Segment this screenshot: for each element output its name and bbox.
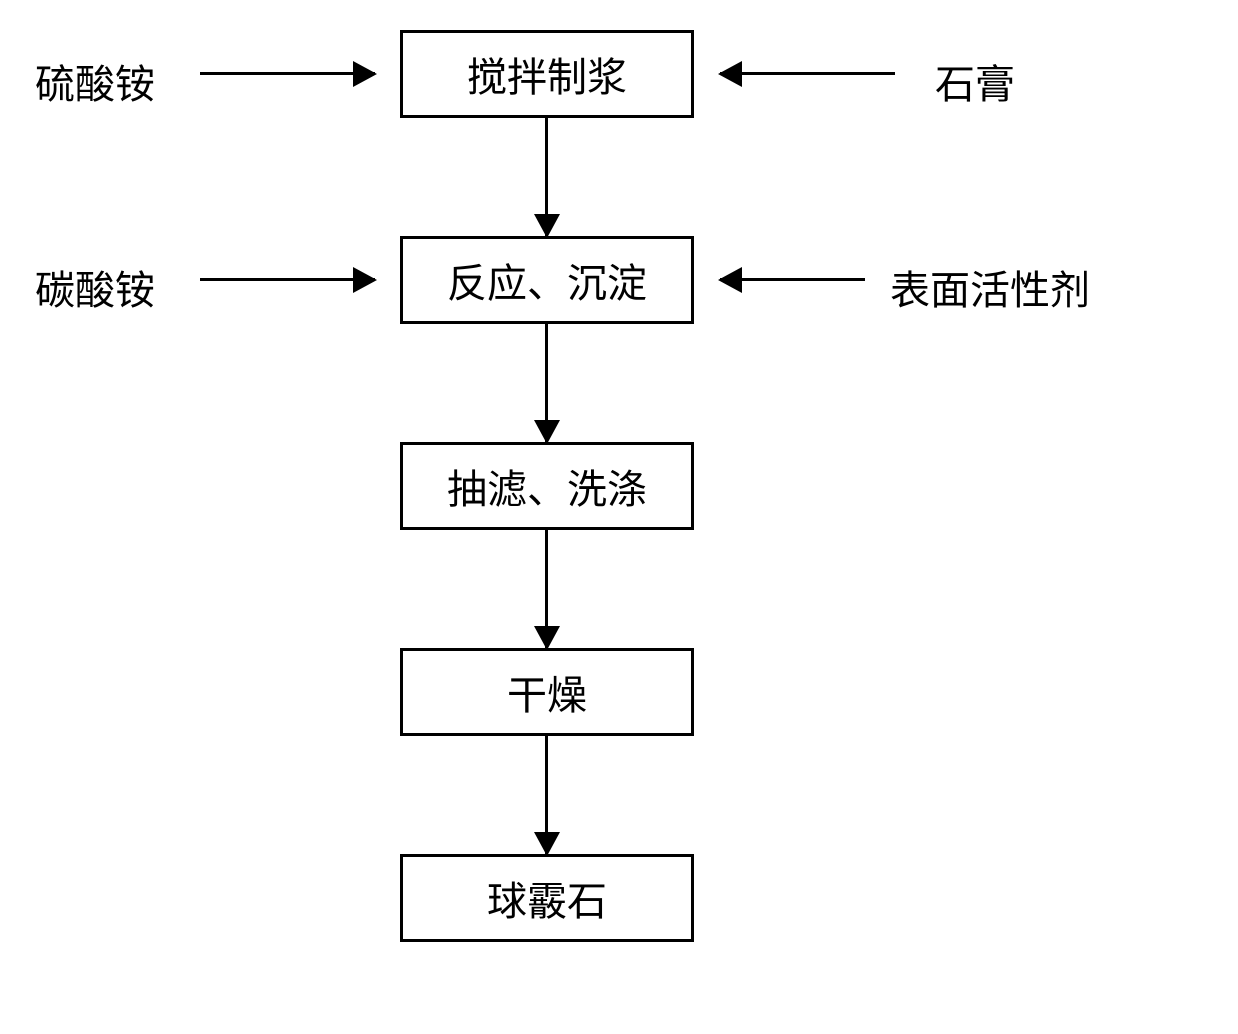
process-label: 球霰石 [487,869,607,927]
process-label: 反应、沉淀 [447,251,647,309]
process-box-step3: 抽滤、洗涤 [400,442,694,530]
arrow-down-icon [545,736,548,854]
input-label-top-left: 硫酸铵 [35,52,155,110]
process-box-step1: 搅拌制浆 [400,30,694,118]
input-label-mid-right: 表面活性剂 [890,258,1090,316]
input-label-top-right: 石膏 [935,52,1015,110]
process-label: 抽滤、洗涤 [447,457,647,515]
arrow-right-icon [200,72,375,75]
process-box-step4: 干燥 [400,648,694,736]
process-label: 搅拌制浆 [467,45,627,103]
process-label: 干燥 [507,663,587,721]
process-box-step2: 反应、沉淀 [400,236,694,324]
process-box-step5: 球霰石 [400,854,694,942]
arrow-right-icon [200,278,375,281]
arrow-down-icon [545,530,548,648]
arrow-down-icon [545,324,548,442]
input-label-mid-left: 碳酸铵 [35,258,155,316]
arrow-left-icon [720,72,895,75]
arrow-down-icon [545,118,548,236]
arrow-left-icon [720,278,865,281]
